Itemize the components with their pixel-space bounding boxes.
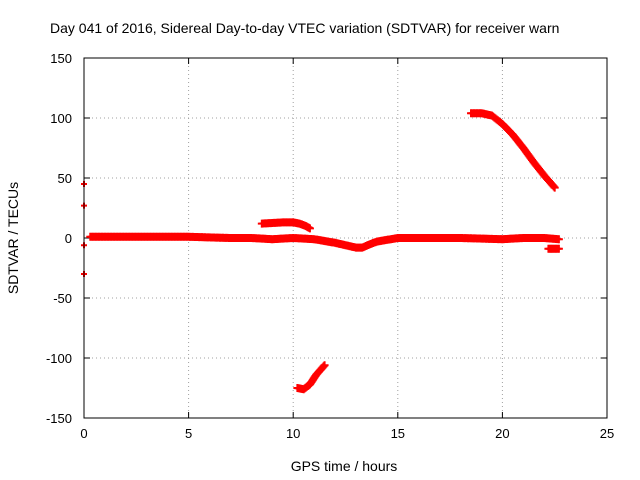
y-tick-label: 50 <box>58 171 72 186</box>
data-points <box>81 109 563 394</box>
x-tick-label: 0 <box>80 426 87 441</box>
chart-title: Day 041 of 2016, Sidereal Day-to-day VTE… <box>50 20 559 36</box>
data-point <box>554 235 563 244</box>
tick-labels: 0 5 10 15 20 25 -150 -100 -50 0 50 100 150 <box>46 51 614 441</box>
data-point <box>320 361 329 370</box>
y-tick-label: 0 <box>65 231 72 246</box>
x-tick-label: 25 <box>600 426 614 441</box>
y-tick-label: -100 <box>46 351 72 366</box>
x-tick-label: 20 <box>495 426 509 441</box>
plot-frame <box>83 57 608 419</box>
data-point <box>305 224 314 233</box>
x-tick-label: 10 <box>286 426 300 441</box>
y-tick-label: -150 <box>46 411 72 426</box>
y-tick-label: 150 <box>50 51 72 66</box>
y-axis-label: SDTVAR / TECUs <box>5 182 21 294</box>
data-point <box>550 183 559 192</box>
x-tick-label: 5 <box>185 426 192 441</box>
y-tick-label: -50 <box>53 291 72 306</box>
data-point <box>554 244 563 253</box>
y-tick-label: 100 <box>50 111 72 126</box>
x-tick-label: 15 <box>391 426 405 441</box>
x-axis-label: GPS time / hours <box>291 458 398 474</box>
